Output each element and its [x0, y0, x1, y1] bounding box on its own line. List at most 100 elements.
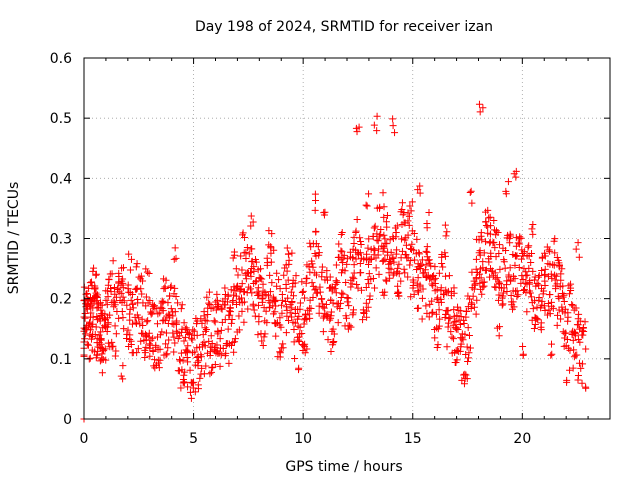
- data-point: [238, 266, 246, 274]
- data-point: [221, 316, 229, 324]
- data-point: [194, 385, 202, 393]
- data-point: [379, 189, 387, 197]
- data-point: [508, 305, 516, 313]
- data-point: [319, 314, 327, 322]
- data-point: [272, 302, 280, 310]
- data-point: [162, 329, 170, 337]
- data-point: [324, 336, 332, 344]
- data-point: [516, 240, 524, 248]
- data-point: [461, 370, 469, 378]
- data-point: [242, 275, 250, 283]
- data-point: [408, 227, 416, 235]
- data-point: [460, 316, 468, 324]
- y-tick-label: 0.2: [50, 292, 72, 308]
- data-point: [525, 242, 533, 250]
- data-point: [430, 272, 438, 280]
- data-point: [247, 245, 255, 253]
- data-point: [120, 325, 128, 333]
- data-point: [200, 308, 208, 316]
- data-point: [233, 328, 241, 336]
- data-point: [443, 307, 451, 315]
- data-point: [332, 277, 340, 285]
- data-point: [370, 121, 378, 129]
- data-point: [151, 356, 159, 364]
- data-point: [496, 265, 504, 273]
- data-point: [162, 351, 170, 359]
- data-point: [452, 317, 460, 325]
- data-point: [425, 313, 433, 321]
- data-point: [188, 336, 196, 344]
- data-point: [578, 379, 586, 387]
- data-point: [428, 309, 436, 317]
- data-point: [255, 318, 263, 326]
- data-point: [107, 288, 115, 296]
- y-tick-label: 0.6: [50, 51, 72, 67]
- data-point: [276, 285, 284, 293]
- data-point: [247, 285, 255, 293]
- data-point: [163, 350, 171, 358]
- data-point: [129, 304, 137, 312]
- data-point: [263, 261, 271, 269]
- data-point: [230, 251, 238, 259]
- data-point: [478, 290, 486, 298]
- data-point: [460, 380, 468, 388]
- data-point: [276, 314, 284, 322]
- data-point: [178, 301, 186, 309]
- data-point: [487, 265, 495, 273]
- data-point: [292, 272, 300, 280]
- data-point: [276, 353, 284, 361]
- data-point: [106, 284, 114, 292]
- data-point: [343, 260, 351, 268]
- data-point: [162, 276, 170, 284]
- data-point: [108, 270, 116, 278]
- data-point: [450, 335, 458, 343]
- data-point: [490, 238, 498, 246]
- data-point: [328, 284, 336, 292]
- data-point: [402, 241, 410, 249]
- data-point: [476, 108, 484, 116]
- data-point: [479, 279, 487, 287]
- data-point: [263, 254, 271, 262]
- data-point: [353, 128, 361, 136]
- data-point: [485, 214, 493, 222]
- data-point: [180, 378, 188, 386]
- data-point: [496, 241, 504, 249]
- data-point: [582, 383, 590, 391]
- data-point: [92, 270, 100, 278]
- data-point: [357, 241, 365, 249]
- data-point: [476, 279, 484, 287]
- data-point: [567, 280, 575, 288]
- data-point: [385, 264, 393, 272]
- data-point: [98, 369, 106, 377]
- data-point: [268, 279, 276, 287]
- data-point: [546, 247, 554, 255]
- data-point: [578, 331, 586, 339]
- data-point: [526, 280, 534, 288]
- data-point: [491, 283, 499, 291]
- data-point: [373, 112, 381, 120]
- data-point: [283, 244, 291, 252]
- data-point: [298, 289, 306, 297]
- data-point: [495, 250, 503, 258]
- data-point: [206, 370, 214, 378]
- data-point: [236, 287, 244, 295]
- data-point: [158, 328, 166, 336]
- data-point: [273, 269, 281, 277]
- data-point: [559, 282, 567, 290]
- data-point: [365, 190, 373, 198]
- data-point: [233, 283, 241, 291]
- data-point: [265, 241, 273, 249]
- data-point: [133, 284, 141, 292]
- data-point: [87, 278, 95, 286]
- data-point: [200, 338, 208, 346]
- data-point: [102, 296, 110, 304]
- data-point: [342, 312, 350, 320]
- data-point: [523, 308, 531, 316]
- data-point: [438, 260, 446, 268]
- data-point: [558, 289, 566, 297]
- data-point: [524, 243, 532, 251]
- data-point: [138, 290, 146, 298]
- data-point: [120, 297, 128, 305]
- data-point: [400, 265, 408, 273]
- data-point: [170, 255, 178, 263]
